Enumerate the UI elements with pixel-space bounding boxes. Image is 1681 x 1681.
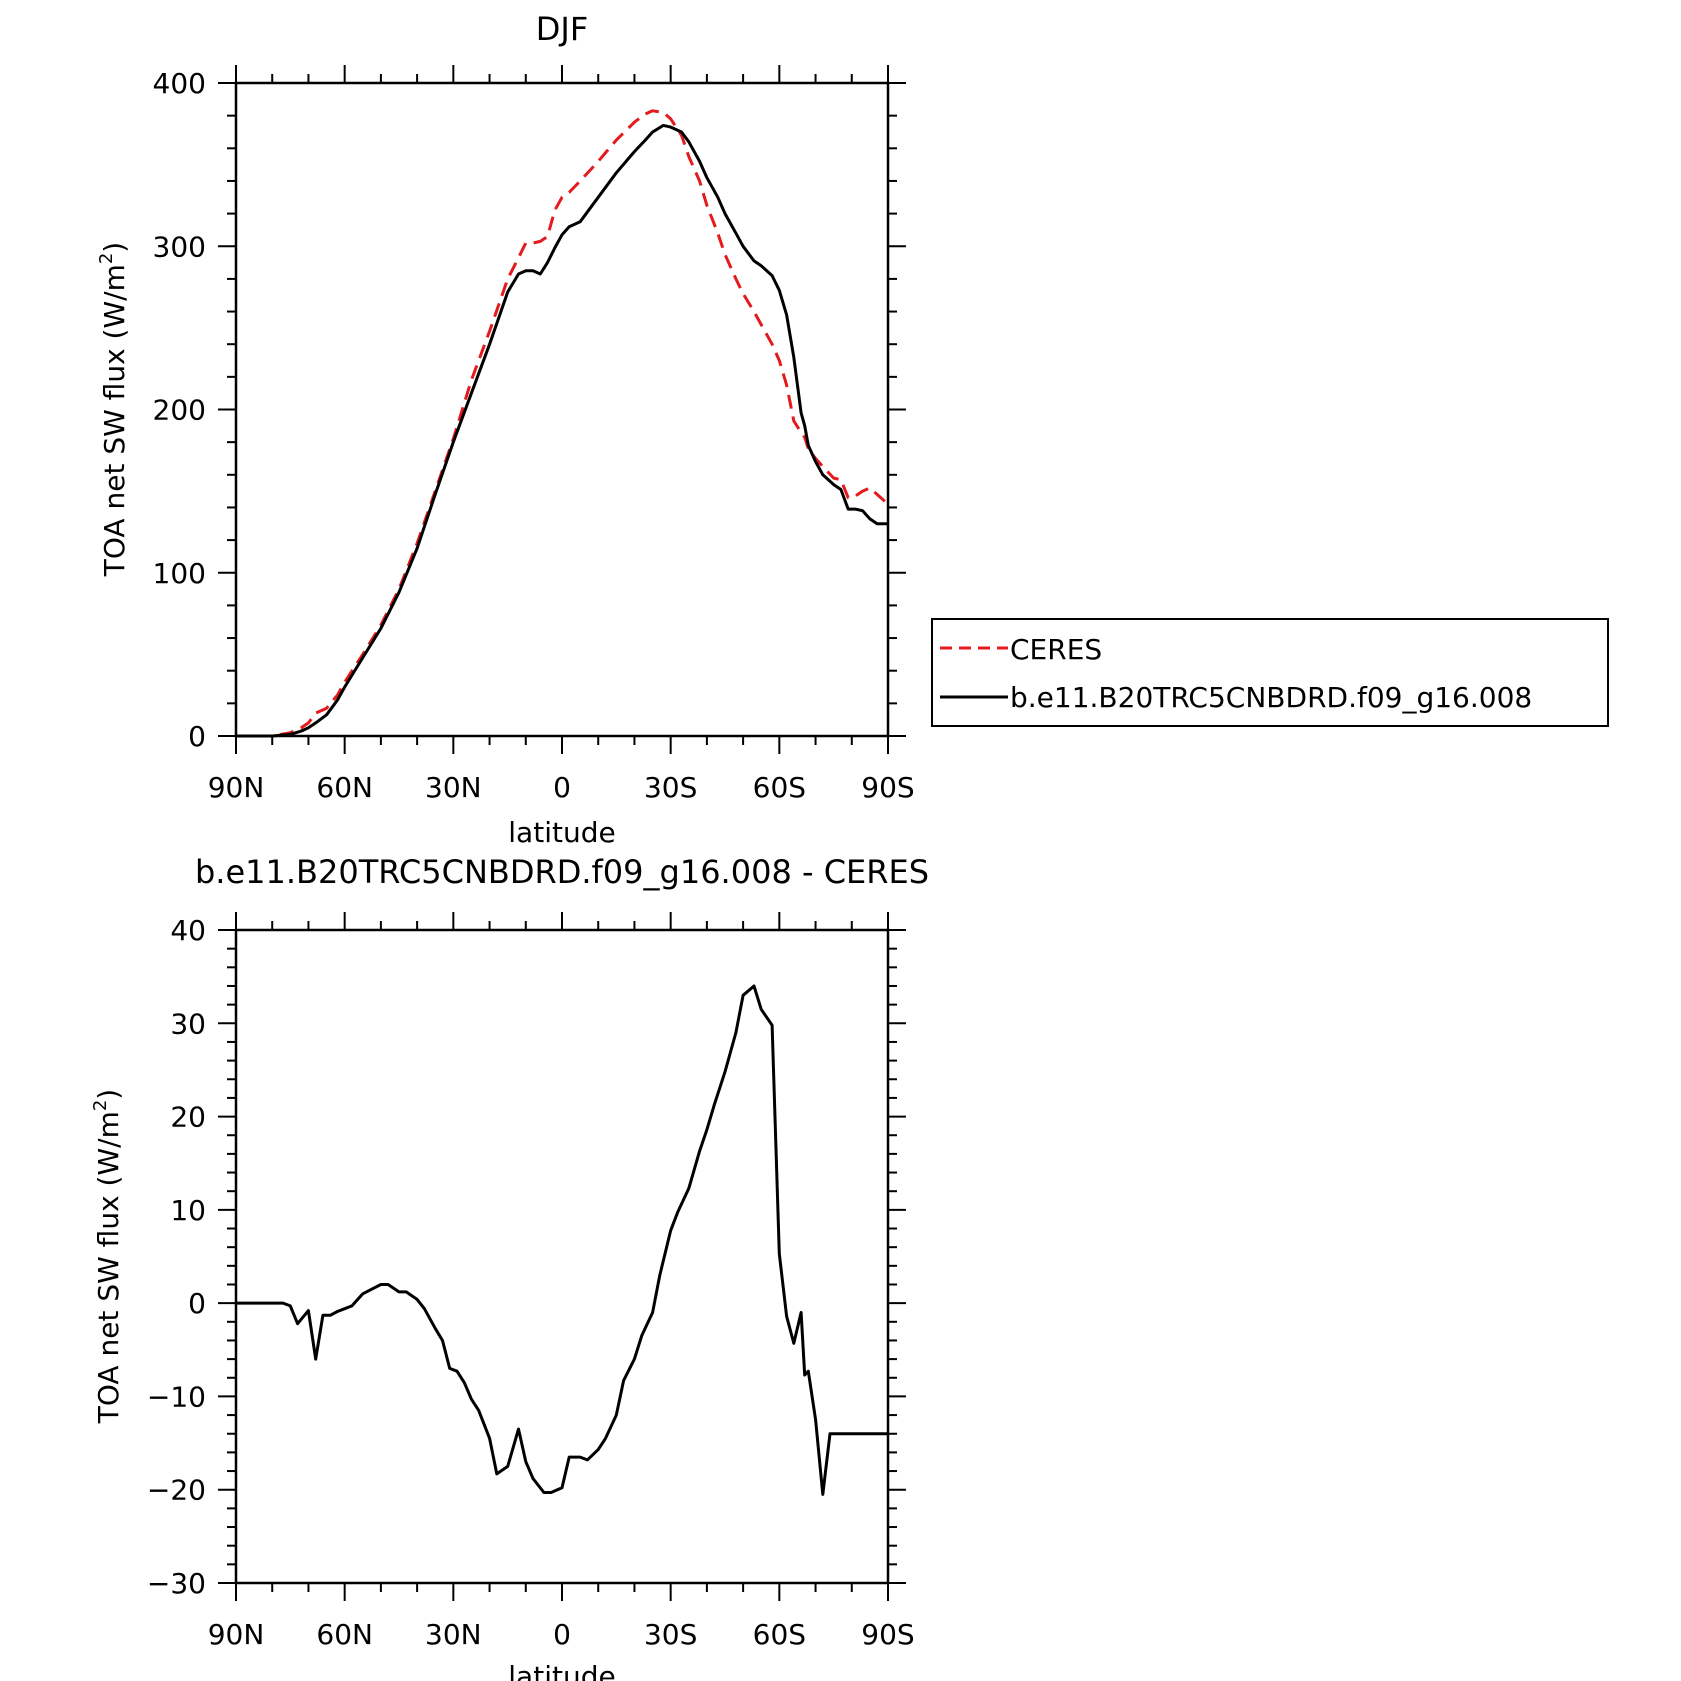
top-x-tick-label: 60N: [316, 771, 373, 804]
bottom-x-tick-label: 60S: [753, 1618, 806, 1651]
legend: CERES b.e11.B20TRC5CNBDRD.f09_g16.008: [931, 618, 1609, 727]
bottom-x-tick-label: 30S: [644, 1618, 697, 1651]
top-chart-title: DJF: [536, 10, 588, 48]
top-x-tick-label: 30N: [425, 771, 482, 804]
bottom-x-tick-label: 0: [553, 1618, 571, 1651]
top-plot-frame: [234, 81, 890, 738]
top-x-tick-label: 30S: [644, 771, 697, 804]
bottom-y-tick-label: 30: [170, 1007, 206, 1040]
top-tick-labels: 90N 60N 30N 0 30S 60S 90S 0 100 200 300 400: [153, 67, 915, 804]
top-series-line-0: [236, 109, 890, 738]
top-y-axis-label-close: ): [98, 242, 131, 253]
top-y-tick-label: 400: [153, 67, 206, 100]
top-y-tick-label: 200: [153, 394, 206, 427]
bottom-x-tick-label: 90N: [208, 1618, 265, 1651]
bottom-x-tick-label: 60N: [316, 1618, 373, 1651]
top-y-tick-label: 0: [188, 720, 206, 753]
legend-label-ceres: CERES: [1010, 633, 1102, 666]
bottom-x-tick-label: 90S: [861, 1618, 914, 1651]
bottom-y-axis-label-main: TOA net SW flux (W/m: [92, 1111, 125, 1424]
bottom-y-axis-label-sup: 2: [90, 1100, 111, 1111]
bottom-y-axis-label-close: ): [92, 1089, 125, 1100]
top-x-tick-label: 60S: [753, 771, 806, 804]
top-ticks: [218, 65, 906, 754]
top-series-layer: [236, 109, 890, 738]
top-panel: DJF 90N 60N 30N 0 30S 60S 90S 0 100 200 300 400 lat…: [96, 10, 1609, 849]
legend-label-model: b.e11.B20TRC5CNBDRD.f09_g16.008: [1010, 681, 1532, 714]
top-y-tick-label: 100: [153, 557, 206, 590]
top-series-line-1: [236, 123, 888, 738]
bottom-y-tick-label: 0: [188, 1287, 206, 1320]
bottom-y-tick-label: −30: [147, 1567, 206, 1600]
top-x-tick-label: 90S: [861, 771, 914, 804]
bottom-panel: b.e11.B20TRC5CNBDRD.f09_g16.008 - CERES …: [90, 853, 929, 1681]
bottom-tick-labels: 90N 60N 30N 0 30S 60S 90S −30 −20 −10 0 10 20 30 40: [147, 914, 915, 1651]
bottom-y-tick-label: −10: [147, 1380, 206, 1413]
bottom-y-tick-label: 40: [170, 914, 206, 947]
bottom-y-tick-label: 20: [170, 1101, 206, 1134]
top-x-axis-label: latitude: [508, 816, 615, 849]
bottom-y-tick-label: −20: [147, 1474, 206, 1507]
bottom-series-line-0: [236, 984, 888, 1496]
bottom-x-tick-label: 30N: [425, 1618, 482, 1651]
top-y-tick-label: 300: [153, 230, 206, 263]
bottom-x-axis-label: latitude: [508, 1660, 615, 1681]
bottom-chart-title: b.e11.B20TRC5CNBDRD.f09_g16.008 - CERES: [195, 853, 929, 891]
top-y-axis-label-main: TOA net SW flux (W/m: [98, 264, 131, 577]
top-x-tick-label: 0: [553, 771, 571, 804]
legend-box: [931, 618, 1609, 727]
bottom-y-axis-label: TOA net SW flux (W/m2): [90, 1089, 125, 1424]
bottom-ticks: [218, 912, 906, 1601]
top-x-tick-label: 90N: [208, 771, 265, 804]
top-y-axis-label: TOA net SW flux (W/m2): [96, 242, 131, 577]
top-y-axis-label-sup: 2: [96, 253, 117, 264]
bottom-series-layer: [236, 984, 888, 1496]
bottom-y-tick-label: 10: [170, 1194, 206, 1227]
